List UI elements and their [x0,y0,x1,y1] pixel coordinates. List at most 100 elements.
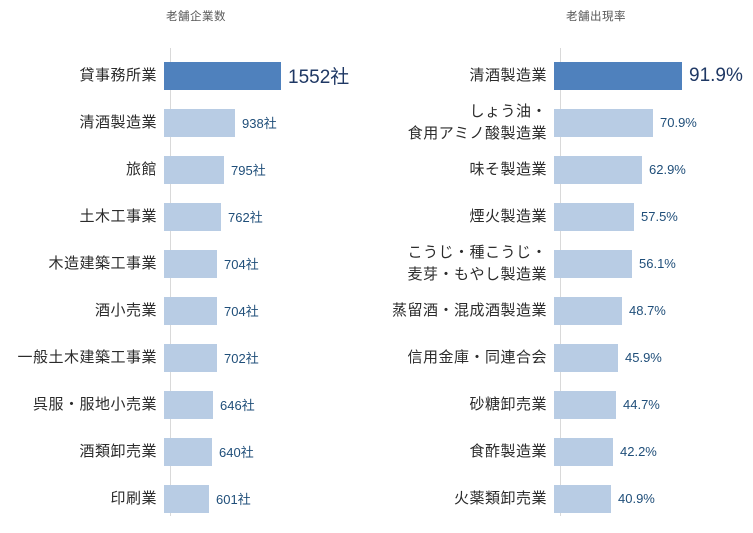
bar-row: 清酒製造業 91.9% [390,52,753,99]
bar [164,155,224,184]
bar-row: 火薬類卸売業 40.9% [390,475,753,522]
bar-row: 味そ製造業 62.9% [390,146,753,193]
category-label: 食酢製造業 [469,442,547,460]
bar-zone: 704社 [164,287,376,334]
bar-row: 呉服・服地小売業 646社 [0,381,376,428]
bar-zone: 70.9% [554,99,753,146]
bar [554,437,613,466]
value-label: 762社 [228,210,263,225]
bar-row: 木造建築工事業 704社 [0,240,376,287]
bar [554,390,616,419]
bar-zone: 640社 [164,428,376,475]
value-label: 45.9% [625,350,662,365]
bar [554,249,632,278]
bar [164,108,235,137]
category-label: 煙火製造業 [469,207,547,225]
value-label: 44.7% [623,397,660,412]
value-label: 938社 [242,116,277,131]
category-label: 土木工事業 [79,207,157,225]
bar-zone: 1552社 [164,52,376,99]
bar [554,202,634,231]
bar-row: 食酢製造業 42.2% [390,428,753,475]
bar [554,296,622,325]
bar-zone: 57.5% [554,193,753,240]
category-label: 蒸留酒・混成酒製造業 [391,301,547,319]
bar [554,108,653,137]
bar-row: 蒸留酒・混成酒製造業 48.7% [390,287,753,334]
bar-zone: 938社 [164,99,376,146]
bar-row: 酒小売業 704社 [0,287,376,334]
category-label: 酒類卸売業 [79,442,157,460]
value-label: 42.2% [620,444,657,459]
value-label: 601社 [216,492,251,507]
value-label: 640社 [219,445,254,460]
category-label: 清酒製造業 [469,66,547,84]
bar [164,202,221,231]
category-label: 砂糖卸売業 [469,395,547,413]
value-label: 704社 [224,257,259,272]
category-label: 味そ製造業 [469,160,547,178]
value-label: 702社 [224,351,259,366]
bar-zone: 42.2% [554,428,753,475]
value-label: 795社 [231,163,266,178]
bar-highlighted [554,61,682,90]
category-label: 呉服・服地小売業 [32,395,157,413]
category-label: 旅館 [125,160,157,178]
bar-zone: 56.1% [554,240,753,287]
bar-row: 土木工事業 762社 [0,193,376,240]
bar-row: 酒類卸売業 640社 [0,428,376,475]
bar [554,484,611,513]
bar-zone: 795社 [164,146,376,193]
value-label: 40.9% [618,491,655,506]
bar-zone: 48.7% [554,287,753,334]
bar-row: 一般土木建築工事業 702社 [0,334,376,381]
bar-zone: 702社 [164,334,376,381]
bar-rows: 貸事務所業 1552社 清酒製造業 938社旅館 795社土木工事業 762社木造建築工事… [0,52,376,522]
category-label: 一般土木建築工事業 [17,348,157,366]
category-label: 印刷業 [110,489,157,507]
bar [164,484,209,513]
bar-zone: 44.7% [554,381,753,428]
chart-title: 老舗企業数 [166,11,226,23]
bar-zone: 40.9% [554,475,753,522]
bar-row: 砂糖卸売業 44.7% [390,381,753,428]
bar [164,343,217,372]
bar-row: 信用金庫・同連合会 45.9% [390,334,753,381]
bar [554,155,642,184]
bar-row: 清酒製造業 938社 [0,99,376,146]
bar-zone: 62.9% [554,146,753,193]
bar-row: 貸事務所業 1552社 [0,52,376,99]
chart-appearance-rate: 老舗出現率 清酒製造業 91.9% しょう油・ 食用アミノ酸製造業 70.9% 味そ製造… [390,0,753,533]
category-label: しょう油・ 食用アミノ酸製造業 [407,102,547,142]
bar-row: こうじ・種こうじ・ 麦芽・もやし製造業 56.1% [390,240,753,287]
bar-zone: 762社 [164,193,376,240]
category-label: 貸事務所業 [79,66,157,84]
bar-rows: 清酒製造業 91.9% しょう油・ 食用アミノ酸製造業 70.9% 味そ製造業 62.9%… [390,52,753,522]
value-label: 62.9% [649,162,686,177]
bar [164,437,212,466]
value-label: 56.1% [639,256,676,271]
bar [164,249,217,278]
category-axis-line [560,48,561,516]
bar-zone: 601社 [164,475,376,522]
value-label: 704社 [224,304,259,319]
value-label: 646社 [220,398,255,413]
chart-title: 老舗出現率 [566,11,626,23]
bar-row: しょう油・ 食用アミノ酸製造業 70.9% [390,99,753,146]
value-label: 70.9% [660,115,697,130]
bar-zone: 646社 [164,381,376,428]
bar [164,390,213,419]
category-label: 信用金庫・同連合会 [407,348,547,366]
bar [554,343,618,372]
category-label: 火薬類卸売業 [453,489,547,507]
value-label: 91.9% [689,64,743,86]
bar-highlighted [164,61,281,90]
bar-zone: 45.9% [554,334,753,381]
category-axis-line [170,48,171,516]
category-label: 酒小売業 [94,301,157,319]
bar [164,296,217,325]
bar-row: 煙火製造業 57.5% [390,193,753,240]
bar-zone: 91.9% [554,52,753,99]
bar-row: 印刷業 601社 [0,475,376,522]
